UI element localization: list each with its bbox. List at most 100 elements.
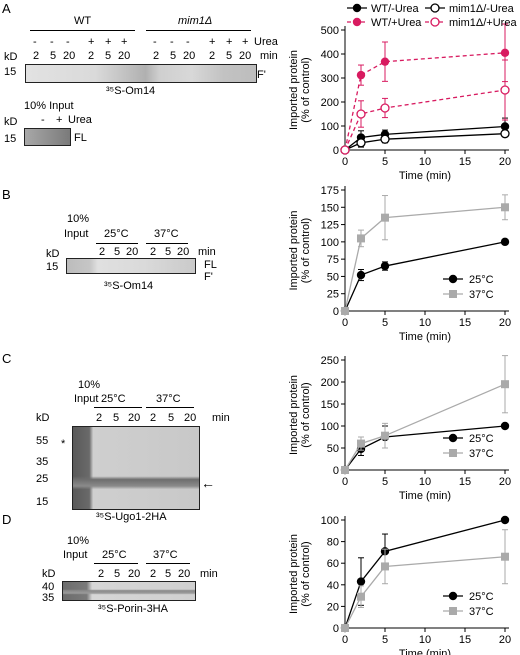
temp-line-37 (146, 243, 188, 244)
y-axis-label-units: (% of control) (300, 57, 312, 122)
temp-37: 37°C (154, 228, 179, 240)
blot-caption: ³⁵S-Ugo1-2HA (96, 511, 167, 523)
input-label-line1: 10% (78, 379, 101, 391)
lane-label: - (186, 36, 190, 48)
y-axis-label-units: (% of control) (300, 541, 312, 606)
lane-label: 5 (165, 568, 172, 580)
marker-15: 15 (36, 496, 49, 508)
y-axis-label-units: (% of control) (300, 382, 312, 447)
lane-label: + (226, 36, 233, 48)
x-tick-label: 0 (342, 634, 348, 646)
input-label-line1: 10% (67, 213, 90, 225)
temp-37: 37°C (153, 549, 178, 561)
lane-label: 5 (114, 246, 121, 258)
data-point-0-3 (500, 237, 510, 247)
x-tick-label: 15 (459, 156, 471, 168)
band-label-f-prime: F' (257, 69, 266, 81)
data-point-1-1 (357, 592, 365, 601)
lane-label: 5 (165, 246, 172, 258)
data-point-0-3 (500, 122, 510, 131)
x-tick-label: 5 (382, 634, 388, 646)
x-tick-label: 10 (419, 634, 431, 646)
legend-entry-0: WT/-Urea (371, 3, 420, 15)
y-tick-label: 25 (327, 289, 339, 301)
input-sign-minus: - (41, 114, 45, 126)
lane-label: 20 (239, 50, 252, 62)
lane-label: 2 (150, 246, 157, 258)
data-point-1-3 (501, 203, 509, 212)
x-tick-label: 20 (499, 317, 511, 329)
y-axis-label: Imported protein (288, 375, 300, 455)
marker-15: 15 (46, 261, 59, 273)
lane-label: 2 (153, 50, 160, 62)
lane-label: 5 (113, 412, 120, 424)
marker-35: 35 (42, 592, 55, 604)
data-point-2-1 (356, 70, 366, 80)
data-point-1-1 (357, 439, 365, 448)
group-line-mim1 (146, 30, 251, 31)
lane-label: 20 (126, 246, 139, 258)
legend-swatch-marker (449, 290, 457, 298)
panel-label-b: B (2, 187, 11, 202)
lane-label: - (66, 36, 70, 48)
group-line-wt (30, 30, 135, 31)
temp-line-37 (146, 563, 190, 564)
x-tick-label: 0 (342, 317, 348, 329)
y-axis-label: Imported protein (288, 534, 300, 614)
data-point-0-1 (356, 270, 366, 280)
lane-label: 2 (209, 50, 216, 62)
lane-label: 20 (177, 246, 190, 258)
y-tick-label: 75 (327, 254, 339, 266)
chart-d: 0 20 40 60 80 100 0 5 10 15 20 Time (min) Imported p… (288, 515, 511, 655)
legend-swatch-marker (448, 274, 458, 284)
lane-label: 20 (178, 568, 191, 580)
x-tick-label: 5 (382, 156, 388, 168)
y-tick-label: 0 (333, 465, 339, 477)
y-tick-label: 20 (327, 601, 339, 613)
star-mark: * (61, 438, 66, 450)
series-line-1 (344, 383, 506, 471)
blot-image-porin (62, 581, 196, 601)
urea-row-label: Urea (254, 36, 278, 48)
data-point-1-3 (501, 552, 509, 561)
x-tick-label: 10 (419, 476, 431, 488)
y-tick-label: 125 (321, 220, 339, 232)
y-tick-label: 80 (327, 537, 339, 549)
data-point-3-0 (340, 145, 350, 155)
kd-label: kD (36, 412, 50, 424)
panel-label-c: C (2, 351, 12, 366)
kd-label: kD (42, 568, 56, 580)
y-tick-label: 400 (321, 49, 339, 61)
lane-label: - (153, 36, 157, 48)
series-line-1 (344, 206, 506, 312)
temp-25: 25°C (102, 549, 127, 561)
lane-label: 2 (150, 568, 157, 580)
data-point-1-0 (341, 466, 349, 474)
series-line-0 (344, 125, 506, 151)
data-point-1-2 (381, 431, 389, 440)
chart-c: 0 50 100 150 200 250 0 5 10 15 20 Time (min) Importe… (288, 355, 511, 502)
legend-entry-0: 25°C (469, 274, 494, 286)
x-tick-label: 20 (499, 634, 511, 646)
data-point-1-1 (357, 234, 365, 243)
chart-b: 0 25 50 75 100 125 150 175 0 5 10 15 20 Time (min) Imp… (288, 185, 511, 343)
y-tick-label: 175 (321, 185, 339, 197)
y-tick-label: 300 (321, 73, 339, 85)
x-tick-label: 5 (382, 476, 388, 488)
lane-label: - (170, 36, 174, 48)
legend-entry-0: 25°C (469, 433, 494, 445)
legend-swatch-marker (430, 3, 440, 13)
x-tick-label: 20 (499, 476, 511, 488)
data-point-1-3 (500, 129, 510, 139)
temp-line-25 (96, 243, 138, 244)
marker-55: 55 (36, 435, 49, 447)
blot-image-om14 (25, 64, 257, 83)
data-point-3-2 (380, 103, 390, 113)
legend-entry-1: 37°C (469, 289, 494, 301)
lane-label: 2 (99, 246, 106, 258)
y-tick-label: 0 (333, 306, 339, 318)
lane-label: 5 (226, 50, 233, 62)
data-point-0-2 (380, 261, 390, 271)
legend-entry-3: mim1Δ/+Urea (449, 17, 517, 29)
series-line-0 (344, 425, 506, 471)
